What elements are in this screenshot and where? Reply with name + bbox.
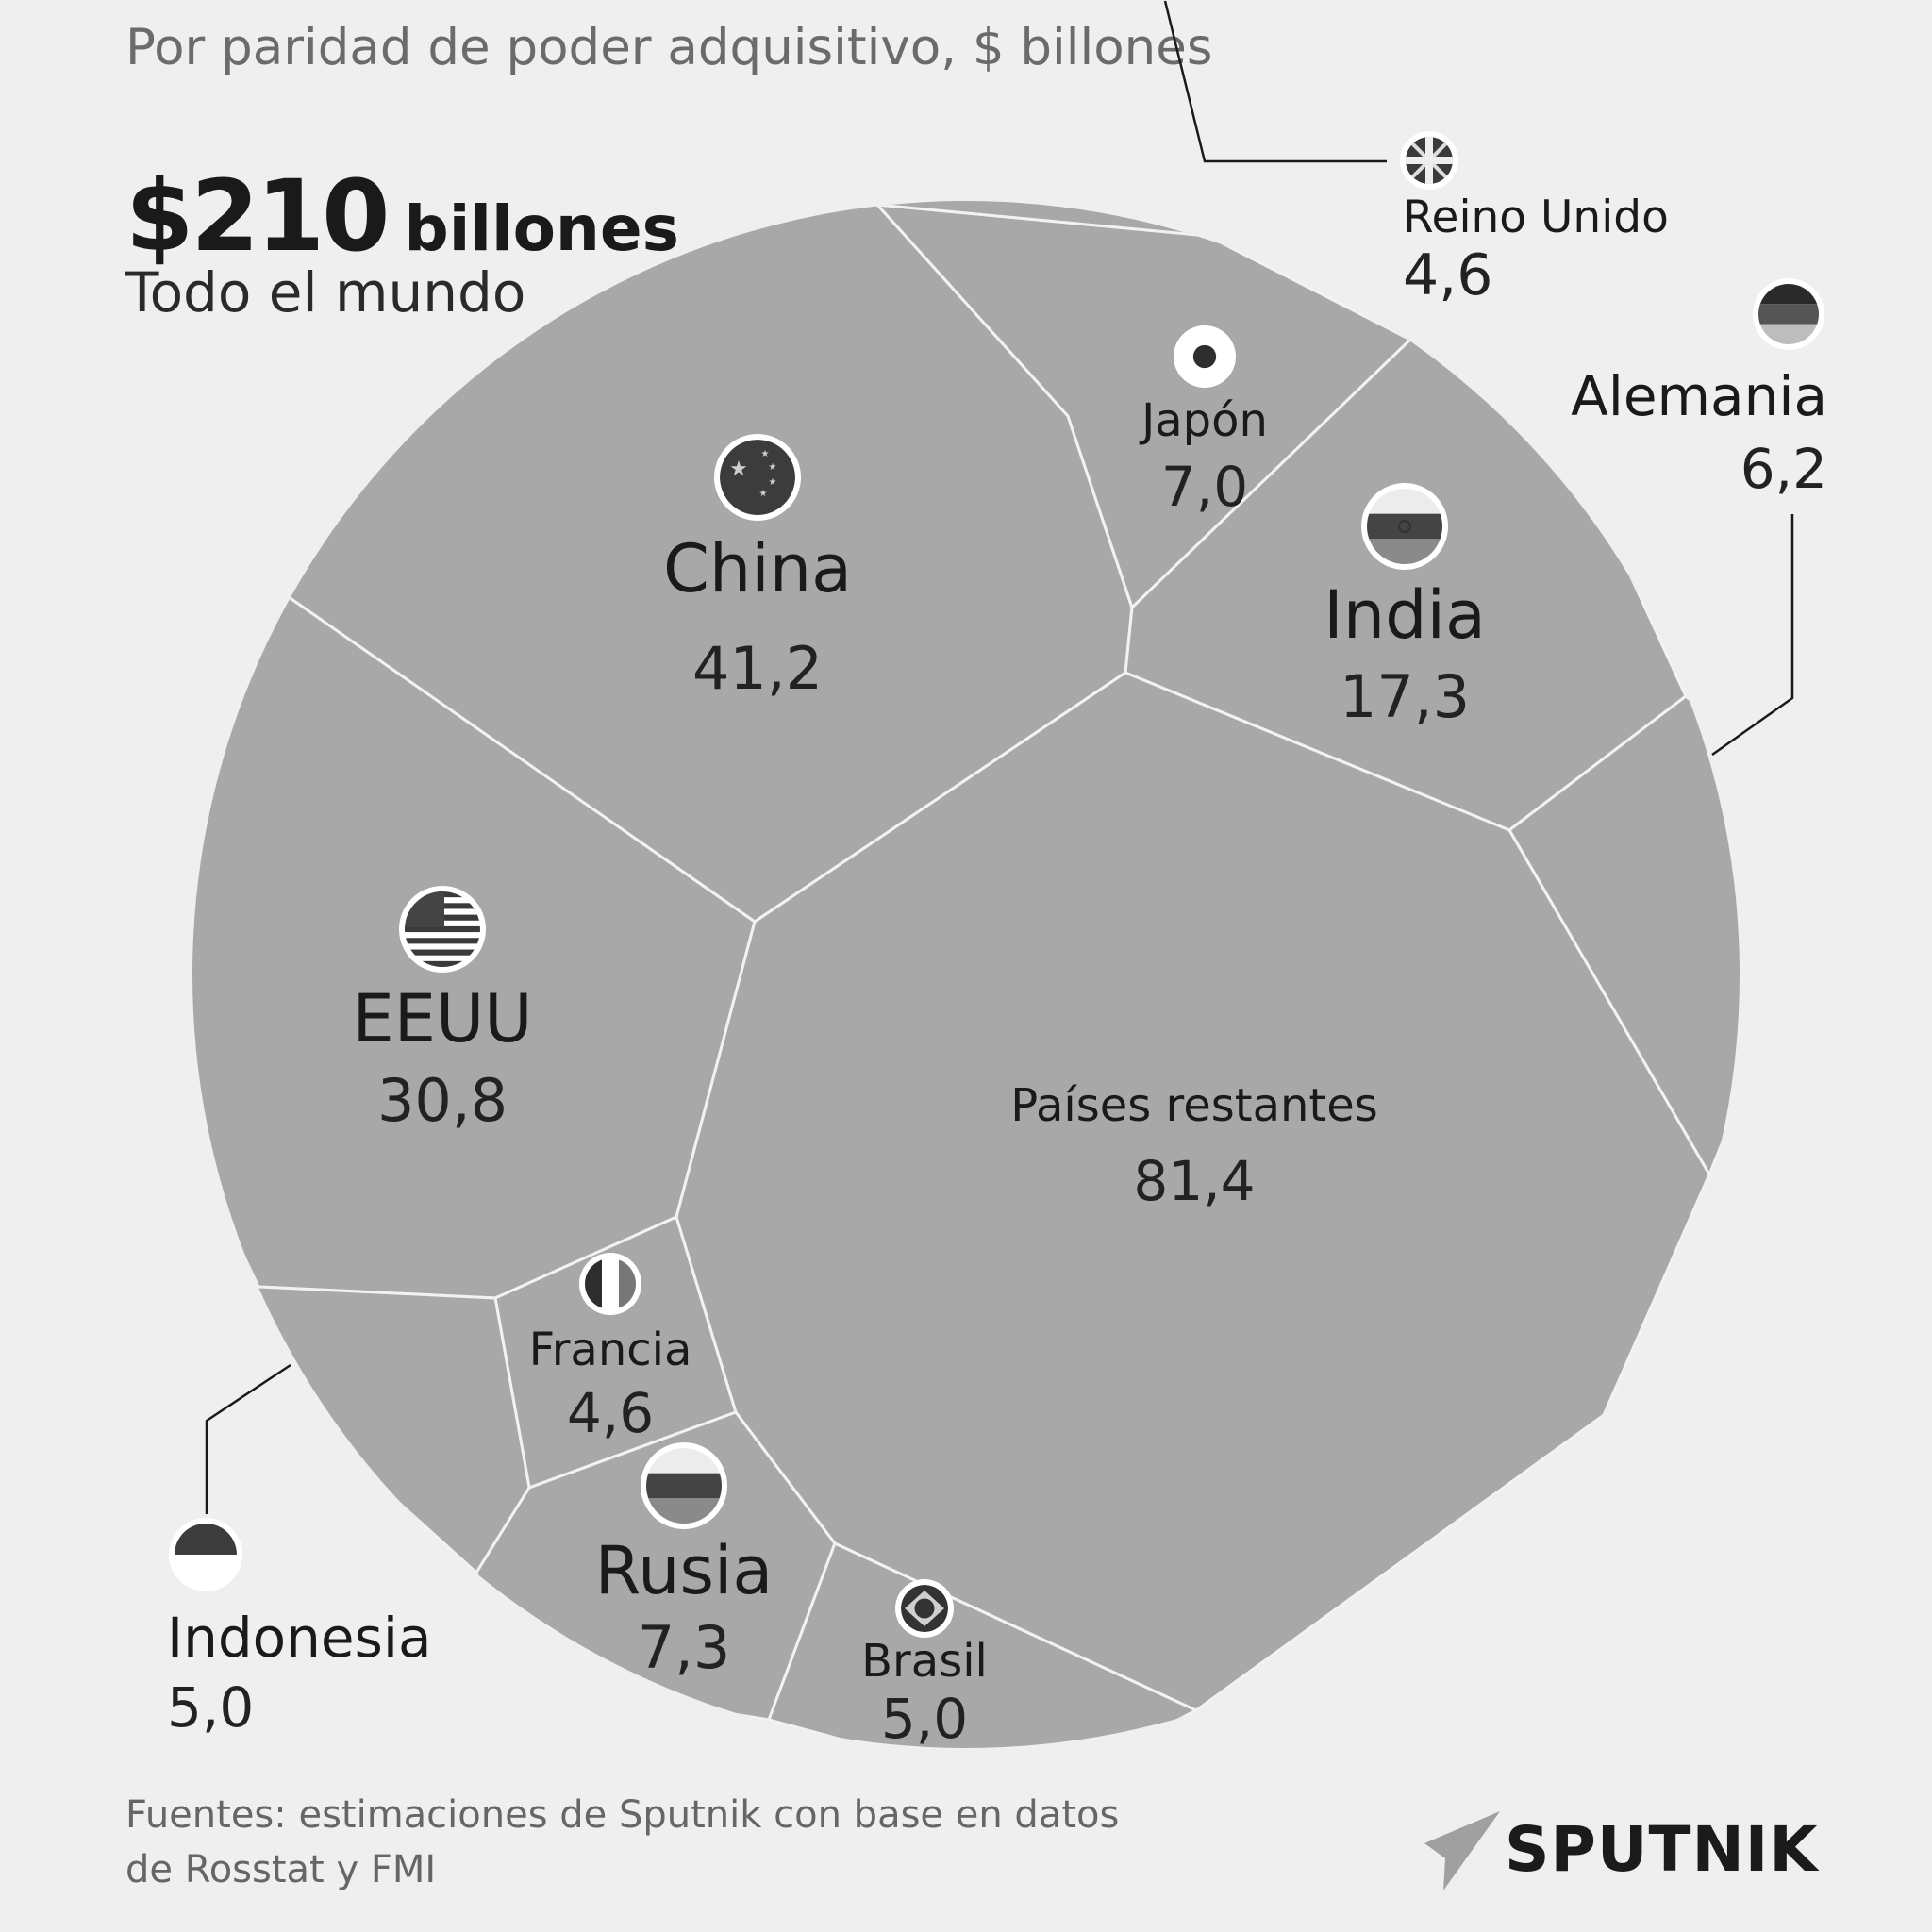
label-alemania: Alemania bbox=[1571, 364, 1827, 428]
brasil-flag-icon bbox=[895, 1579, 954, 1638]
source-line-2: de Rosstat y FMI bbox=[125, 1848, 437, 1891]
value-china: 41,2 bbox=[692, 634, 823, 703]
label-india: India bbox=[1324, 576, 1486, 654]
rusia-flag-icon bbox=[641, 1442, 727, 1529]
label-brasil: Brasil bbox=[861, 1635, 988, 1688]
value-rusia: 7,3 bbox=[638, 1613, 731, 1682]
leader-reino-unido bbox=[1163, 0, 1387, 163]
label-paises-restantes: Países restantes bbox=[1010, 1079, 1378, 1132]
alemania-flag-icon bbox=[1753, 278, 1824, 350]
value-india: 17,3 bbox=[1340, 662, 1470, 731]
china-flag-icon: ★★★★★ bbox=[714, 434, 801, 521]
value-francia: 4,6 bbox=[567, 1381, 654, 1445]
chart-subtitle: Por paridad de poder adquisitivo, $ bill… bbox=[125, 19, 1213, 76]
source-note: Fuentes: estimaciones de Sputnik con bas… bbox=[125, 1788, 1119, 1897]
value-brasil: 5,0 bbox=[881, 1687, 968, 1751]
sputnik-logo: SPUTNIK bbox=[1424, 1811, 1821, 1896]
svg-text:★: ★ bbox=[759, 489, 768, 499]
label-indonesia: Indonesia bbox=[167, 1606, 431, 1670]
reino-unido-flag-icon bbox=[1400, 131, 1458, 190]
source-line-1: Fuentes: estimaciones de Sputnik con bas… bbox=[125, 1793, 1120, 1837]
total-scope: Todo el mundo bbox=[125, 260, 526, 325]
value-eeuu: 30,8 bbox=[377, 1066, 508, 1135]
total-value: $210 billones bbox=[125, 158, 679, 274]
total-unit: billones bbox=[404, 192, 679, 265]
francia-flag-icon bbox=[579, 1253, 641, 1315]
value-paises-restantes: 81,4 bbox=[1133, 1149, 1255, 1213]
japon-flag-icon bbox=[1174, 325, 1236, 388]
svg-text:★: ★ bbox=[729, 458, 748, 481]
total-amount: $210 bbox=[125, 158, 390, 274]
cell-paises-restantes bbox=[675, 671, 1711, 1712]
label-rusia: Rusia bbox=[595, 1532, 774, 1609]
indonesia-flag-icon bbox=[169, 1518, 242, 1591]
svg-text:★: ★ bbox=[761, 449, 770, 459]
brand-name: SPUTNIK bbox=[1505, 1813, 1819, 1886]
cell-indonesia bbox=[234, 1285, 531, 1574]
value-alemania: 6,2 bbox=[1740, 437, 1827, 501]
india-flag-icon bbox=[1361, 483, 1448, 570]
label-reino-unido: Reino Unido bbox=[1403, 192, 1669, 243]
sputnik-arrow-icon bbox=[1424, 1811, 1500, 1890]
label-china: China bbox=[663, 530, 852, 608]
eeuu-flag-icon bbox=[399, 886, 486, 973]
label-japon: Japón bbox=[1139, 394, 1268, 447]
label-eeuu: EEUU bbox=[353, 980, 533, 1058]
value-indonesia: 5,0 bbox=[167, 1675, 254, 1740]
svg-text:★: ★ bbox=[769, 462, 777, 473]
label-francia: Francia bbox=[529, 1324, 692, 1376]
leader-alemania bbox=[1711, 514, 1794, 757]
svg-text:★: ★ bbox=[769, 477, 777, 488]
leader-indonesia bbox=[205, 1363, 291, 1514]
value-japon: 7,0 bbox=[1161, 455, 1248, 519]
value-reino-unido: 4,6 bbox=[1403, 242, 1492, 308]
